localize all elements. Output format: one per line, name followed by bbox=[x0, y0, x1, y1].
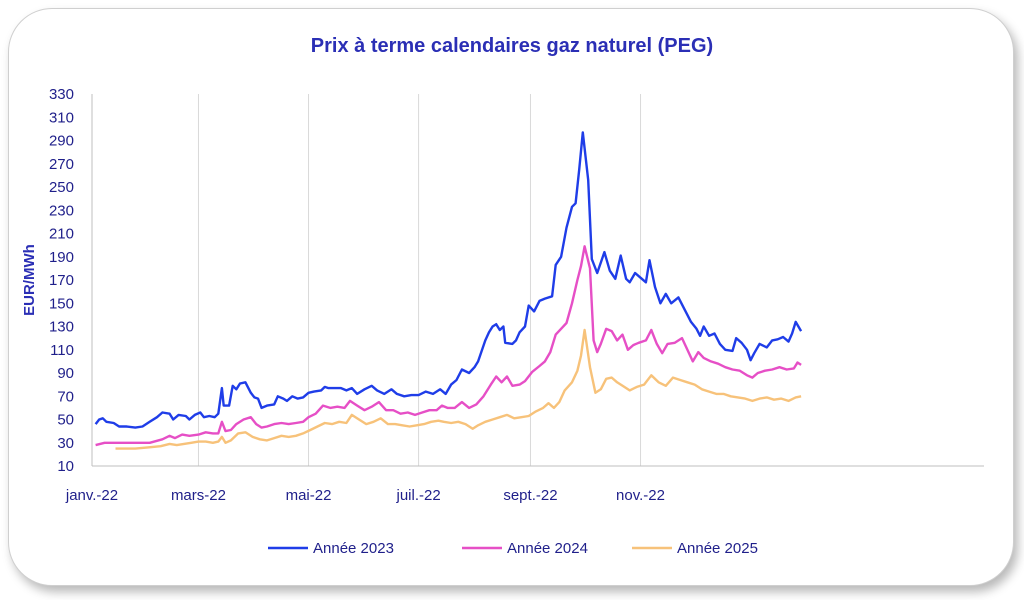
y-tick-label: 90 bbox=[57, 365, 74, 382]
series-line bbox=[94, 131, 803, 429]
chart-title: Prix à terme calendaires gaz naturel (PE… bbox=[311, 35, 713, 57]
legend-item: Année 2023 bbox=[268, 540, 394, 557]
gridlines bbox=[197, 94, 642, 466]
y-tick-label: 150 bbox=[49, 295, 74, 312]
legend-item: Année 2024 bbox=[462, 540, 588, 557]
x-tick-label: mars-22 bbox=[171, 487, 226, 504]
y-tick-label: 170 bbox=[49, 272, 74, 289]
legend-label: Année 2024 bbox=[507, 540, 588, 557]
y-tick-label: 70 bbox=[57, 388, 74, 405]
y-tick-label: 10 bbox=[57, 458, 74, 475]
y-tick-label: 30 bbox=[57, 435, 74, 452]
y-tick-label: 290 bbox=[49, 133, 74, 150]
y-axis-label: EUR/MWh bbox=[21, 244, 38, 316]
y-tick-label: 130 bbox=[49, 319, 74, 336]
legend-label: Année 2025 bbox=[677, 540, 758, 557]
legend-label: Année 2023 bbox=[313, 540, 394, 557]
series-line bbox=[95, 245, 802, 447]
y-tick-label: 230 bbox=[49, 202, 74, 219]
y-tick-label: 190 bbox=[49, 249, 74, 266]
y-tick-label: 310 bbox=[49, 109, 74, 126]
x-tick-label: mai-22 bbox=[286, 487, 332, 504]
axes bbox=[91, 94, 984, 467]
x-tick-label: sept.-22 bbox=[503, 487, 557, 504]
chart-card bbox=[8, 8, 1014, 586]
x-tick-label: janv.-22 bbox=[65, 487, 118, 504]
x-tick-label: nov.-22 bbox=[616, 487, 665, 504]
series-line bbox=[115, 328, 802, 450]
y-tick-label: 210 bbox=[49, 226, 74, 243]
series-lines bbox=[94, 131, 803, 450]
y-tick-label: 270 bbox=[49, 156, 74, 173]
y-tick-label: 250 bbox=[49, 179, 74, 196]
legend: Année 2023 Année 2024 Année 2025 bbox=[268, 540, 758, 557]
y-tick-labels: 10 30 50 70 90 110 130 150 170 190 210 230 250 270 290… bbox=[49, 86, 74, 475]
y-tick-label: 110 bbox=[50, 342, 74, 359]
y-tick-label: 50 bbox=[57, 412, 74, 429]
y-tick-label: 330 bbox=[49, 86, 74, 103]
legend-item: Année 2025 bbox=[632, 540, 758, 557]
x-tick-labels: janv.-22 mars-22 mai-22 juil.-22 sept.-22 nov… bbox=[65, 487, 665, 504]
x-tick-label: juil.-22 bbox=[395, 487, 440, 504]
